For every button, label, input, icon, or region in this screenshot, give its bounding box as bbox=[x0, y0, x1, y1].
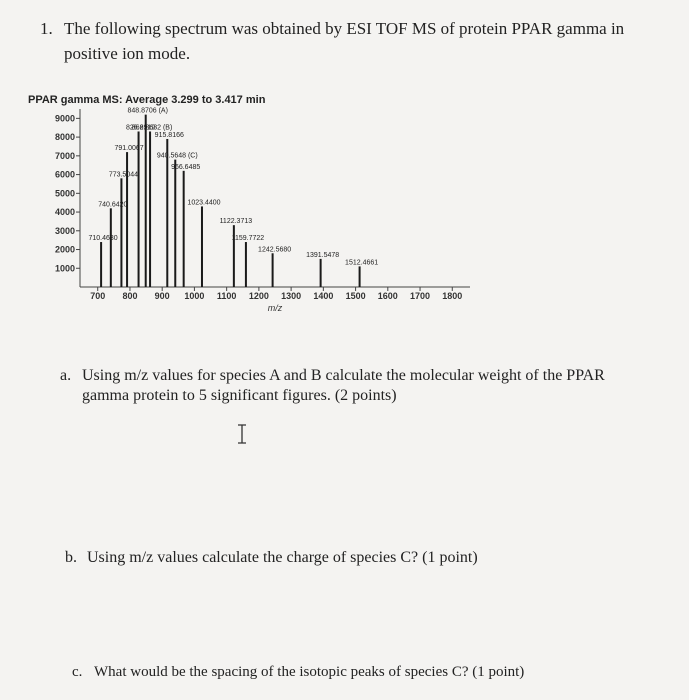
x-tick-label: 1600 bbox=[378, 291, 398, 301]
peak bbox=[149, 131, 152, 287]
peak bbox=[319, 258, 322, 287]
peak bbox=[144, 114, 147, 287]
x-tick-label: 900 bbox=[155, 291, 170, 301]
y-tick-label: 2000 bbox=[55, 245, 75, 255]
x-tick-label: 1000 bbox=[184, 291, 204, 301]
peak bbox=[232, 225, 235, 287]
x-tick-label: 1200 bbox=[249, 291, 269, 301]
part-label: a. bbox=[60, 367, 72, 384]
x-tick-label: 1300 bbox=[281, 291, 301, 301]
peak-label: 1159.7722 bbox=[232, 235, 265, 242]
peak bbox=[109, 208, 112, 287]
x-tick-label: 700 bbox=[90, 291, 105, 301]
peak bbox=[120, 178, 123, 287]
chart-title: PPAR gamma MS: Average 3.299 to 3.417 mi… bbox=[28, 94, 266, 106]
part-label: c. bbox=[72, 664, 83, 680]
spectrum-chart: PPAR gamma MS: Average 3.299 to 3.417 mi… bbox=[28, 94, 470, 313]
x-tick-label: 1100 bbox=[217, 291, 237, 301]
question: 1. The following spectrum was obtained b… bbox=[40, 16, 640, 66]
y-tick-label: 8000 bbox=[55, 132, 75, 142]
x-tick-label: 1400 bbox=[313, 291, 333, 301]
part-a: a. Using m/z values for species A and B … bbox=[60, 366, 630, 406]
part-text: Using m/z values for species A and B cal… bbox=[82, 367, 605, 404]
part-text: Using m/z values calculate the charge of… bbox=[87, 549, 478, 566]
peak-label: 966.6485 bbox=[171, 164, 200, 171]
x-axis-label: m/z bbox=[268, 303, 283, 313]
peak-label: 915.8166 bbox=[155, 132, 184, 139]
x-tick-label: 800 bbox=[122, 291, 137, 301]
x-tick-label: 1800 bbox=[442, 291, 462, 301]
x-tick-label: 1500 bbox=[346, 291, 366, 301]
peak bbox=[200, 206, 203, 287]
peak-label: 1391.5478 bbox=[306, 252, 339, 259]
peak bbox=[100, 242, 103, 287]
question-text: The following spectrum was obtained by E… bbox=[64, 19, 625, 63]
peak bbox=[137, 131, 140, 287]
y-tick-label: 5000 bbox=[55, 188, 75, 198]
x-tick-label: 1700 bbox=[410, 291, 430, 301]
peak-label: 848.8706 (A) bbox=[127, 108, 167, 115]
peak-label: 791.0067 bbox=[114, 145, 143, 152]
peak-label: 1512.4661 bbox=[345, 259, 378, 266]
peak-label: 1023.4400 bbox=[187, 199, 220, 206]
peak-label: 862.3632 (B) bbox=[132, 124, 172, 131]
peak bbox=[182, 170, 185, 287]
y-tick-label: 3000 bbox=[55, 226, 75, 236]
y-tick-label: 1000 bbox=[55, 263, 75, 273]
text-cursor-icon bbox=[238, 424, 246, 444]
y-tick-label: 4000 bbox=[55, 207, 75, 217]
y-tick-label: 6000 bbox=[55, 170, 75, 180]
peak bbox=[174, 159, 177, 287]
peak bbox=[358, 266, 361, 287]
part-b: b. Using m/z values calculate the charge… bbox=[65, 548, 635, 568]
peak bbox=[166, 138, 169, 287]
part-label: b. bbox=[65, 549, 77, 566]
question-number: 1. bbox=[40, 19, 53, 38]
y-tick-label: 9000 bbox=[55, 113, 75, 123]
peak-label: 940.5648 (C) bbox=[157, 153, 198, 160]
peak bbox=[126, 152, 129, 287]
peak-label: 773.5044 bbox=[109, 171, 138, 178]
peak-label: 740.6420 bbox=[98, 201, 127, 208]
part-c: c. What would be the spacing of the isot… bbox=[72, 662, 652, 682]
peak bbox=[271, 253, 274, 287]
part-text: What would be the spacing of the isotopi… bbox=[94, 664, 525, 680]
peak-label: 1242.5680 bbox=[258, 246, 291, 253]
peak-label: 1122.3713 bbox=[220, 218, 253, 225]
peak-label: 710.4630 bbox=[88, 235, 117, 242]
y-tick-label: 7000 bbox=[55, 151, 75, 161]
peak-label: 826.6919 bbox=[126, 124, 155, 131]
peak bbox=[244, 242, 247, 287]
